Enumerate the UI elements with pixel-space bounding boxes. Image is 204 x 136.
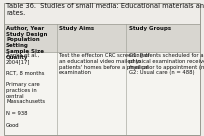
- Bar: [4, 1, 200, 24]
- Bar: [4, 24, 200, 52]
- Bar: [4, 52, 200, 135]
- Text: G1: Patients scheduled for an upcoming
physical examination received a video the: G1: Patients scheduled for an upcoming p…: [129, 53, 204, 75]
- Text: Zapka et al.,
2004[17]

RCT, 8 months

Primary care
practices in
central
Massach: Zapka et al., 2004[17] RCT, 8 months Pri…: [6, 53, 45, 128]
- Text: Author, Year
Study Design
Population
Setting
Sample Size
Quality: Author, Year Study Design Population Set…: [6, 26, 48, 60]
- Text: Table 36.  Studies of small media: Educational materials and messages on  increa: Table 36. Studies of small media: Educat…: [6, 3, 204, 16]
- Text: Study Groups: Study Groups: [129, 26, 171, 31]
- Text: Test the effecton CRC screening of
an educational video mailed to
patients' home: Test the effecton CRC screening of an ed…: [59, 53, 150, 75]
- Text: Study Aims: Study Aims: [59, 26, 94, 31]
